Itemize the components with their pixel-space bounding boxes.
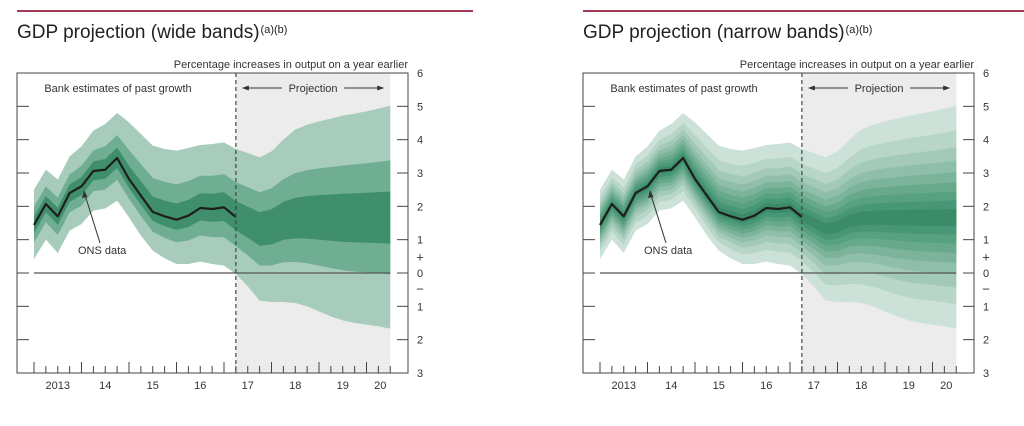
ons-data-label: ONS data bbox=[78, 245, 127, 257]
y-tick-label: 3 bbox=[417, 168, 423, 180]
x-tick-label: 20 bbox=[374, 380, 386, 392]
leader-arrowhead-icon bbox=[648, 190, 654, 198]
y-tick-label: 3 bbox=[983, 368, 989, 380]
x-tick-label: 14 bbox=[99, 380, 111, 392]
y-tick-label: 5 bbox=[983, 101, 989, 113]
x-tick-label: 18 bbox=[289, 380, 301, 392]
x-tick-label: 20 bbox=[940, 380, 952, 392]
arrowhead-right-icon bbox=[377, 85, 385, 91]
minus-sign-label: − bbox=[416, 282, 424, 297]
x-tick-label: 15 bbox=[713, 380, 725, 392]
y-tick-label: 1 bbox=[417, 235, 423, 247]
header-rule bbox=[583, 10, 1024, 12]
y-tick-label: 5 bbox=[417, 101, 423, 113]
chart-title: GDP projection (wide bands)(a)(b) bbox=[17, 22, 287, 44]
y-tick-label: 0 bbox=[983, 268, 989, 280]
x-tick-label: 18 bbox=[855, 380, 867, 392]
y-tick-label: 2 bbox=[417, 335, 423, 347]
y-tick-label: 3 bbox=[983, 168, 989, 180]
y-tick-label: 1 bbox=[417, 301, 423, 313]
x-tick-label: 16 bbox=[760, 380, 772, 392]
y-axis-label: Percentage increases in output on a year… bbox=[740, 59, 975, 71]
minus-sign-label: − bbox=[982, 282, 990, 297]
y-tick-label: 1 bbox=[983, 235, 989, 247]
x-tick-label: 17 bbox=[242, 380, 254, 392]
ons-leader-line bbox=[650, 194, 667, 244]
fan-chart-narrow: 6 5 4 3 2 1 0 1 2 3 + − 2013 14 15 16 17 18 19 20 Percentage… bbox=[582, 59, 990, 392]
plus-sign-label: + bbox=[416, 249, 424, 264]
chart-title-text: GDP projection (wide bands) bbox=[17, 22, 260, 43]
y-tick-label: 2 bbox=[417, 201, 423, 213]
projection-label: Projection bbox=[289, 83, 338, 95]
chart-wide-bands: GDP projection (wide bands)(a)(b) 6 5 4 3 2 1… bbox=[0, 0, 473, 426]
ons-data-line bbox=[599, 156, 803, 226]
y-tick-label: 6 bbox=[983, 68, 989, 80]
x-tick-label: 2013 bbox=[46, 380, 70, 392]
y-tick-label: 3 bbox=[417, 368, 423, 380]
x-tick-label: 19 bbox=[337, 380, 349, 392]
arrowhead-left-icon bbox=[807, 85, 815, 91]
x-tick-label: 2013 bbox=[612, 380, 636, 392]
header-rule bbox=[17, 10, 473, 12]
footnote-refs: (a)(b) bbox=[260, 24, 288, 36]
leader-arrowhead-icon bbox=[82, 190, 88, 198]
y-tick-label: 2 bbox=[983, 201, 989, 213]
ons-data-label: ONS data bbox=[644, 245, 693, 257]
chart-title-text: GDP projection (narrow bands) bbox=[583, 22, 845, 43]
y-axis-label: Percentage increases in output on a year… bbox=[174, 59, 409, 71]
past-growth-label: Bank estimates of past growth bbox=[44, 83, 191, 95]
past-growth-label: Bank estimates of past growth bbox=[610, 83, 757, 95]
x-tick-label: 19 bbox=[903, 380, 915, 392]
y-tick-label: 4 bbox=[417, 135, 423, 147]
x-tick-label: 16 bbox=[194, 380, 206, 392]
x-tick-label: 15 bbox=[147, 380, 159, 392]
x-tick-label: 17 bbox=[808, 380, 820, 392]
plus-sign-label: + bbox=[982, 249, 990, 264]
fan-chart-wide: 6 5 4 3 2 1 0 1 2 3 + − 2013 14 15 16 17 18 19 20 Percentage… bbox=[16, 59, 424, 392]
ons-leader-line bbox=[84, 194, 101, 244]
ons-data-line bbox=[33, 156, 237, 226]
chart-title: GDP projection (narrow bands)(a)(b) bbox=[583, 22, 872, 44]
chart-narrow-bands: GDP projection (narrow bands)(a)(b) 6 5 4 3… bbox=[566, 0, 1024, 426]
y-tick-label: 0 bbox=[417, 268, 423, 280]
arrowhead-left-icon bbox=[241, 85, 249, 91]
band-10pct bbox=[600, 154, 957, 235]
footnote-refs: (a)(b) bbox=[845, 24, 873, 36]
y-tick-label: 1 bbox=[983, 301, 989, 313]
y-tick-label: 2 bbox=[983, 335, 989, 347]
band-30pct bbox=[34, 147, 391, 246]
arrowhead-right-icon bbox=[943, 85, 951, 91]
x-tick-label: 14 bbox=[665, 380, 677, 392]
projection-label: Projection bbox=[855, 83, 904, 95]
y-tick-label: 6 bbox=[417, 68, 423, 80]
y-tick-label: 4 bbox=[983, 135, 989, 147]
